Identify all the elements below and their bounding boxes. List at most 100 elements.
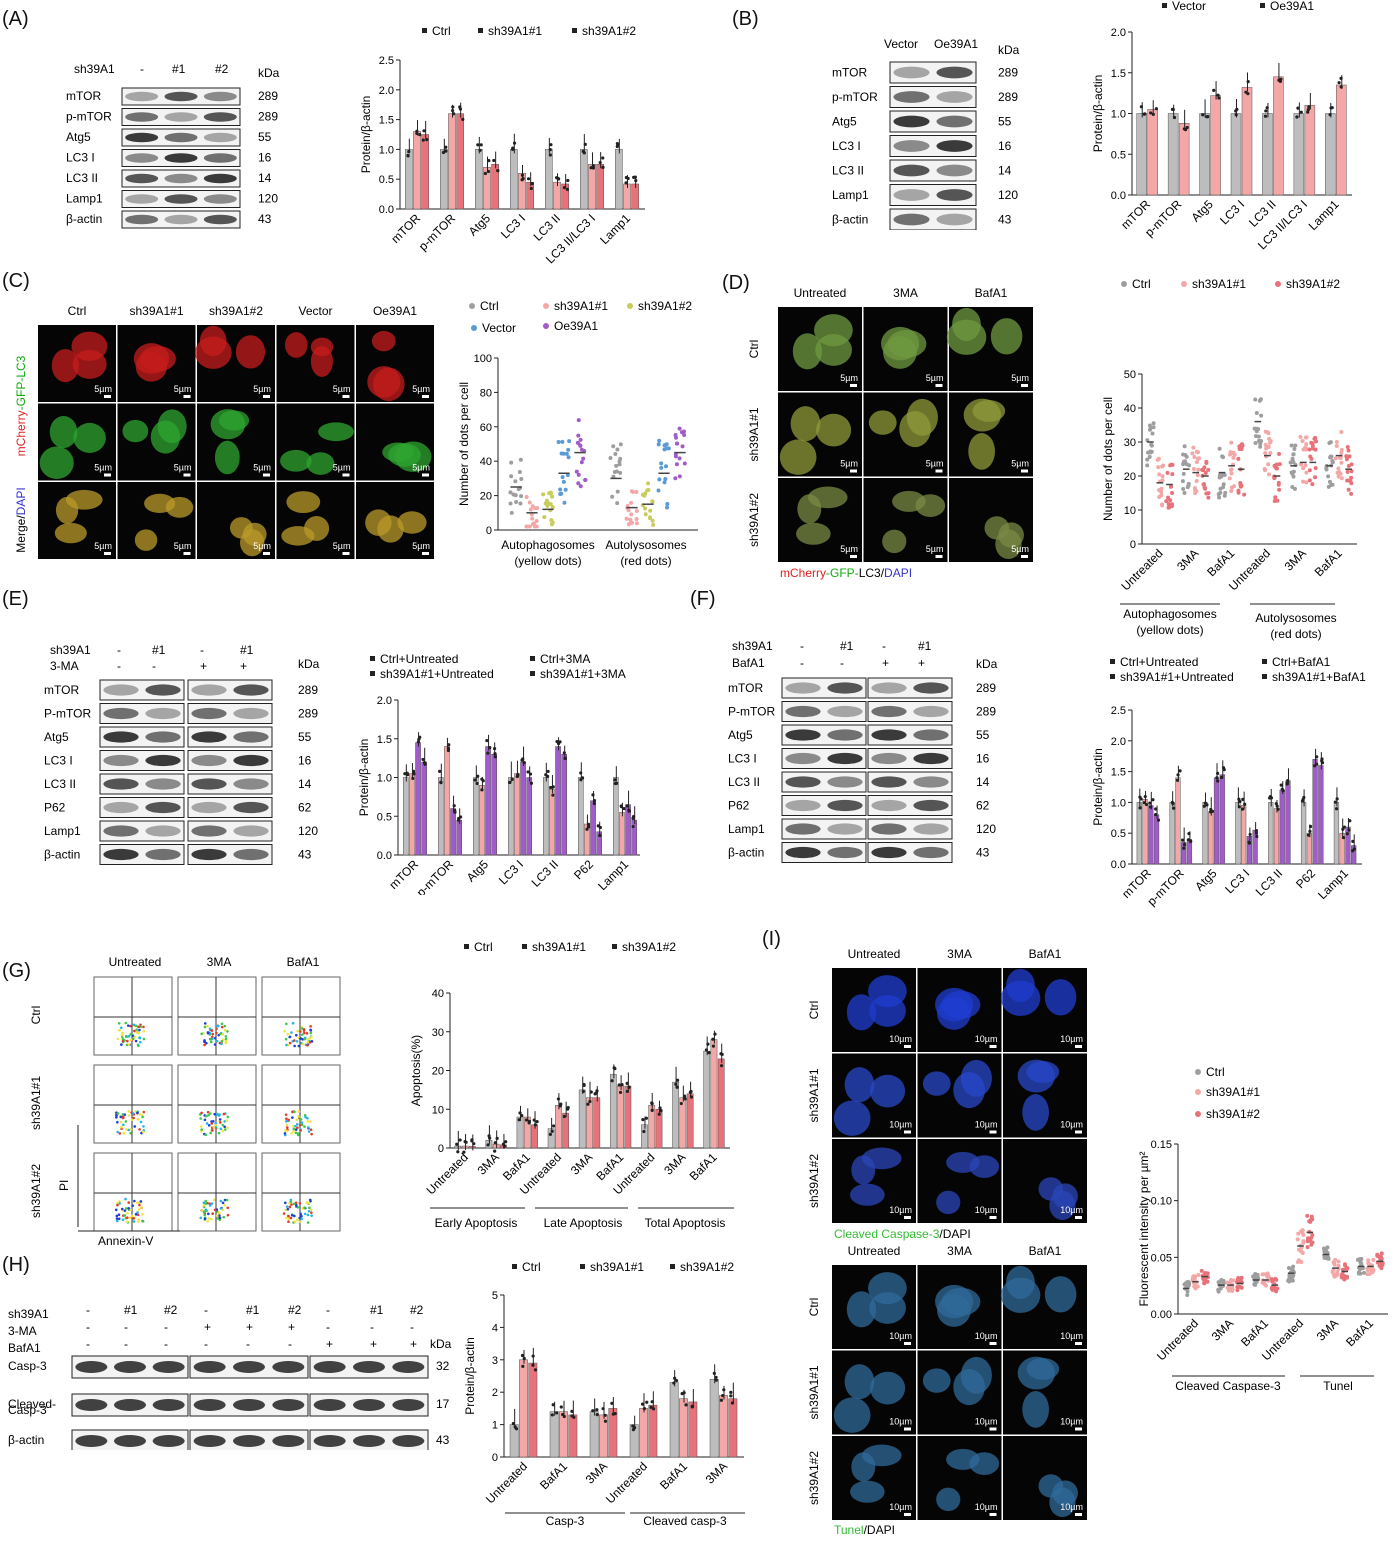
- data-point: [542, 515, 547, 520]
- legend-marker: [522, 944, 527, 949]
- event-dot: [221, 1201, 225, 1205]
- blot-band: [203, 214, 237, 225]
- scale-bar: [183, 395, 191, 398]
- event-dot: [123, 1209, 127, 1212]
- data-point: [1201, 1277, 1206, 1282]
- data-point: [1330, 482, 1335, 487]
- event-dot: [286, 1032, 289, 1036]
- blot-band: [164, 91, 198, 102]
- kda-label: kDa: [258, 66, 280, 80]
- data-point: [558, 487, 563, 492]
- blot-band: [893, 140, 930, 152]
- event-dot: [132, 1220, 136, 1223]
- lane-label: +: [882, 656, 889, 670]
- scale-label: 5µm: [174, 384, 192, 394]
- kda-value: 43: [976, 846, 990, 860]
- event-dot: [285, 1216, 288, 1220]
- event-dot: [122, 1131, 126, 1135]
- bar: [555, 1105, 562, 1149]
- data-point: [1264, 109, 1268, 113]
- panel-label-a: (A): [2, 8, 29, 30]
- event-dot: [119, 1120, 123, 1124]
- data-point: [1151, 421, 1156, 426]
- event-dot: [127, 1128, 131, 1132]
- legend-marker: [464, 944, 469, 949]
- y-axis-label: PI: [57, 1180, 71, 1191]
- lane-label: #1: [172, 62, 186, 76]
- blot-band: [893, 91, 930, 103]
- blot-band: [272, 1361, 305, 1373]
- data-point: [423, 762, 427, 766]
- data-point: [1330, 460, 1335, 465]
- data-point: [1306, 110, 1310, 114]
- blot-strip: [121, 210, 241, 229]
- scale-bar: [183, 473, 191, 477]
- scale-label: 10µm: [889, 1120, 912, 1130]
- scale-label: 10µm: [889, 1502, 912, 1512]
- kda-value: 43: [436, 1433, 450, 1447]
- blot-band: [871, 823, 907, 835]
- blot-band: [145, 731, 181, 743]
- data-point: [1160, 478, 1165, 483]
- blot-band: [313, 1435, 346, 1447]
- blot-band: [936, 91, 973, 103]
- data-point: [1291, 452, 1296, 457]
- data-point: [1336, 474, 1341, 479]
- bar: [1293, 113, 1305, 196]
- data-point: [1287, 1279, 1292, 1284]
- data-point: [556, 1097, 561, 1101]
- data-point: [418, 735, 422, 739]
- cell: [815, 334, 852, 366]
- legend-marker: [670, 1264, 675, 1269]
- event-dot: [308, 1206, 311, 1210]
- band-label: P62: [728, 799, 750, 813]
- blot-band: [233, 707, 269, 720]
- event-dot: [284, 1037, 288, 1041]
- data-point: [681, 429, 686, 434]
- event-dot: [288, 1205, 292, 1209]
- bar: [456, 819, 462, 856]
- data-point: [1181, 452, 1186, 457]
- event-dot: [293, 1044, 296, 1048]
- event-dot: [203, 1022, 207, 1025]
- data-point: [1143, 794, 1147, 799]
- blot-band: [233, 848, 269, 861]
- data-point: [493, 1149, 497, 1153]
- data-point: [407, 150, 411, 154]
- band-label: Lamp1: [832, 188, 869, 202]
- data-point: [579, 447, 584, 452]
- blot-band: [392, 1399, 425, 1411]
- event-dot: [136, 1211, 139, 1214]
- data-point: [1312, 436, 1317, 441]
- data-point: [1307, 468, 1312, 473]
- bar: [1199, 113, 1210, 196]
- event-dot: [121, 1218, 125, 1222]
- data-point: [508, 780, 512, 785]
- cell: [946, 319, 987, 355]
- event-dot: [297, 1044, 301, 1048]
- data-point: [1267, 440, 1272, 445]
- column-label: Untreated: [848, 947, 901, 961]
- data-point: [1302, 795, 1306, 800]
- data-point: [473, 778, 477, 782]
- data-point: [626, 522, 631, 527]
- band-label: p-mTOR: [66, 109, 112, 123]
- legend-label: Oe39A1: [1270, 0, 1314, 13]
- event-dot: [287, 1214, 290, 1218]
- panel-label-e: (E): [2, 588, 29, 610]
- event-dot: [207, 1124, 211, 1127]
- data-point: [1187, 1280, 1192, 1285]
- bar: [617, 1085, 624, 1149]
- data-point: [501, 1142, 506, 1146]
- event-dot: [292, 1039, 296, 1042]
- data-point: [1276, 482, 1281, 487]
- data-point: [1304, 442, 1309, 447]
- data-point: [675, 1078, 680, 1082]
- x-tick-label: Lamp1: [1315, 866, 1351, 902]
- data-point: [486, 169, 490, 174]
- cell: [1026, 1357, 1060, 1380]
- event-dot: [306, 1038, 309, 1041]
- x-tick-label: Lamp1: [597, 211, 633, 247]
- bar: [619, 812, 625, 856]
- bar: [648, 1404, 658, 1458]
